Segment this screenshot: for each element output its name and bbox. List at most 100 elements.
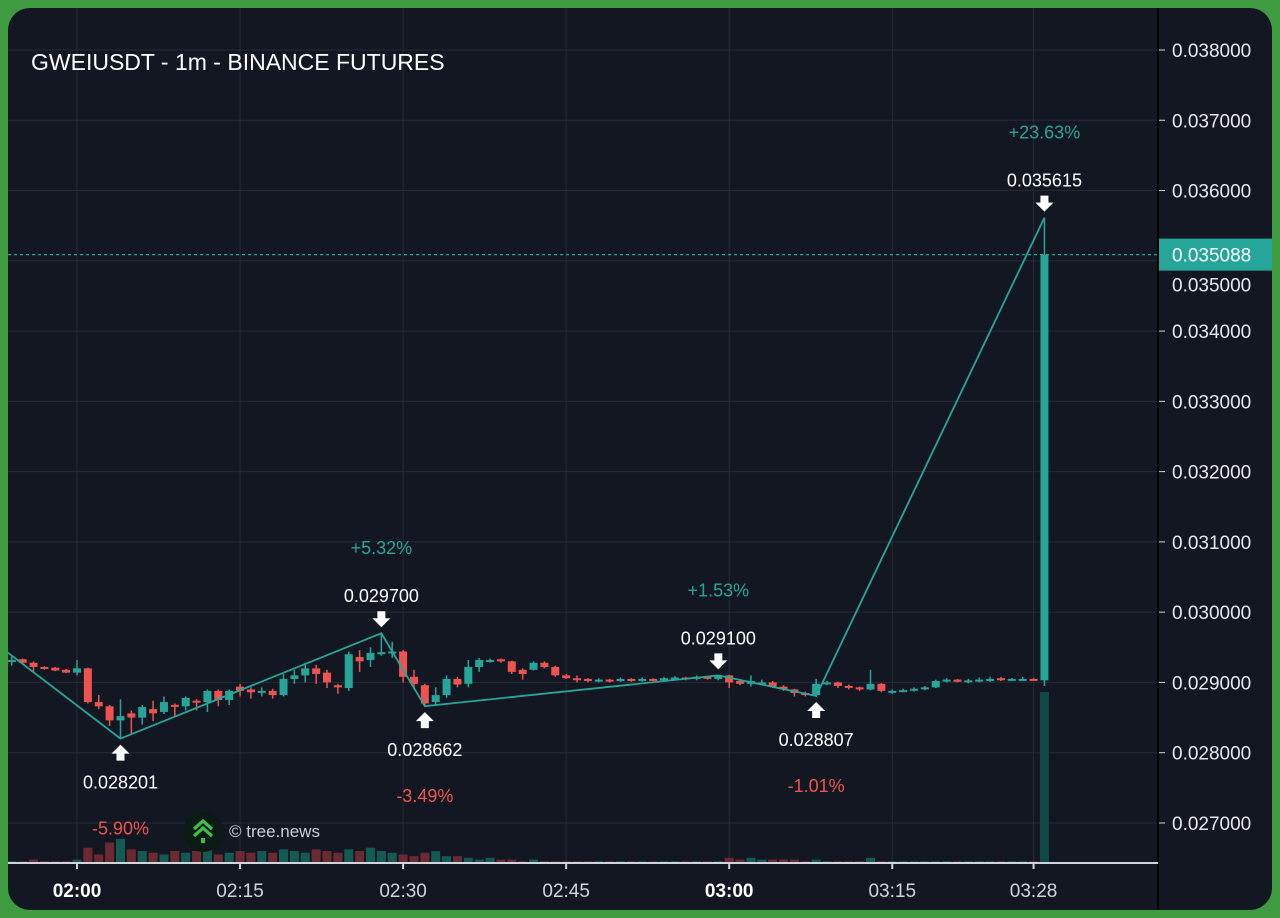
candle bbox=[431, 687, 440, 705]
watermark-text: © tree.news bbox=[229, 822, 320, 841]
tree-logo-icon bbox=[183, 812, 223, 852]
candle bbox=[812, 678, 821, 696]
candle bbox=[83, 667, 92, 704]
candle bbox=[909, 687, 918, 692]
candle-body bbox=[931, 681, 940, 688]
swing-high-marker: 0.035615 +23.63% bbox=[1007, 123, 1082, 212]
x-tick-label: 02:00 bbox=[53, 881, 102, 902]
candle bbox=[170, 703, 179, 717]
candle bbox=[105, 704, 114, 726]
volume-bar bbox=[137, 851, 147, 863]
candle bbox=[181, 696, 190, 711]
candle bbox=[953, 678, 962, 683]
swing-change-label: +1.53% bbox=[688, 580, 750, 600]
x-tick-label: 03:15 bbox=[868, 881, 916, 902]
candle bbox=[866, 669, 875, 691]
candle bbox=[62, 669, 71, 674]
swing-high-marker: 0.029700 +5.32% bbox=[344, 538, 419, 628]
candle-body bbox=[431, 695, 440, 703]
candle-body bbox=[312, 668, 321, 674]
volume-bar bbox=[333, 852, 343, 863]
candle bbox=[94, 695, 103, 710]
volume-bar bbox=[757, 859, 767, 863]
candle bbox=[823, 681, 832, 686]
candle bbox=[833, 681, 842, 689]
candle-body bbox=[127, 713, 136, 718]
candle-body bbox=[812, 683, 821, 696]
zigzag-line bbox=[8, 217, 1046, 740]
candle bbox=[40, 666, 49, 670]
candle bbox=[268, 688, 277, 699]
candle bbox=[127, 710, 136, 736]
watermark: © tree.news bbox=[183, 812, 320, 852]
volume-bar bbox=[485, 857, 495, 863]
candle-body bbox=[159, 702, 168, 712]
candle-body bbox=[246, 689, 255, 693]
candle bbox=[964, 678, 973, 684]
y-tick-label: 0.036000 bbox=[1172, 182, 1251, 203]
arrow-down-icon bbox=[1035, 195, 1054, 212]
candle-body bbox=[377, 652, 386, 655]
candle-body bbox=[877, 683, 886, 691]
candle-body bbox=[170, 704, 179, 707]
swing-change-label: +5.32% bbox=[351, 538, 413, 558]
volume-bar bbox=[126, 849, 136, 863]
y-tick-label: 0.031000 bbox=[1172, 533, 1251, 554]
candle-body bbox=[355, 657, 364, 662]
volume-bar bbox=[115, 839, 125, 863]
candle bbox=[888, 689, 897, 694]
candle-body bbox=[714, 676, 723, 679]
candle-body bbox=[138, 707, 147, 718]
volume-bar bbox=[279, 849, 289, 863]
volume-bar bbox=[365, 847, 375, 863]
candle-body bbox=[844, 685, 853, 688]
candle bbox=[453, 676, 462, 688]
candle-body bbox=[540, 662, 549, 667]
candle-body bbox=[888, 690, 897, 693]
swing-price-label: 0.029700 bbox=[344, 586, 419, 606]
swing-change-label: +23.63% bbox=[1009, 123, 1081, 143]
candle bbox=[116, 699, 125, 739]
candle bbox=[225, 689, 234, 705]
candle-body bbox=[757, 682, 766, 685]
volume-bar bbox=[300, 852, 310, 863]
volume-bar bbox=[387, 852, 397, 863]
y-tick-label: 0.038000 bbox=[1172, 41, 1251, 62]
candle-body bbox=[703, 676, 712, 679]
volume-bar bbox=[735, 859, 745, 863]
x-tick-label: 02:30 bbox=[379, 881, 427, 902]
candle bbox=[257, 687, 266, 697]
candle bbox=[649, 678, 658, 682]
volume-bar bbox=[376, 851, 386, 863]
arrow-down-icon bbox=[709, 653, 728, 670]
current-price-tag bbox=[1158, 238, 1272, 271]
swing-price-label: 0.035615 bbox=[1007, 171, 1082, 191]
volume-bar bbox=[409, 856, 419, 863]
candle-body bbox=[409, 676, 418, 684]
volume-bar bbox=[1039, 692, 1049, 863]
candlestick-chart[interactable]: 0.038000 0.037000 0.036000 0.035000 0.034000… bbox=[8, 8, 1272, 910]
y-tick-label: 0.037000 bbox=[1172, 111, 1251, 132]
volume-bar bbox=[235, 851, 245, 863]
candle bbox=[594, 678, 603, 683]
candle-body bbox=[855, 687, 864, 690]
candle-body bbox=[562, 675, 571, 679]
candle bbox=[638, 677, 647, 682]
candle-body bbox=[616, 678, 625, 682]
candle-body bbox=[975, 679, 984, 682]
volume-bar bbox=[431, 851, 441, 863]
candle-body bbox=[823, 682, 832, 685]
candle bbox=[203, 689, 212, 712]
volume-bar bbox=[507, 859, 517, 863]
candle-body bbox=[268, 690, 277, 696]
candle bbox=[149, 700, 158, 722]
swing-low-marker: 0.028662 -3.49% bbox=[387, 712, 462, 806]
x-tick-label: 02:45 bbox=[542, 881, 590, 902]
candle bbox=[540, 661, 549, 669]
volume-bar bbox=[181, 852, 191, 863]
candle-body bbox=[1040, 254, 1049, 681]
candle-body bbox=[29, 662, 38, 667]
candle bbox=[855, 686, 864, 691]
candle bbox=[323, 669, 332, 689]
candle bbox=[246, 687, 255, 699]
